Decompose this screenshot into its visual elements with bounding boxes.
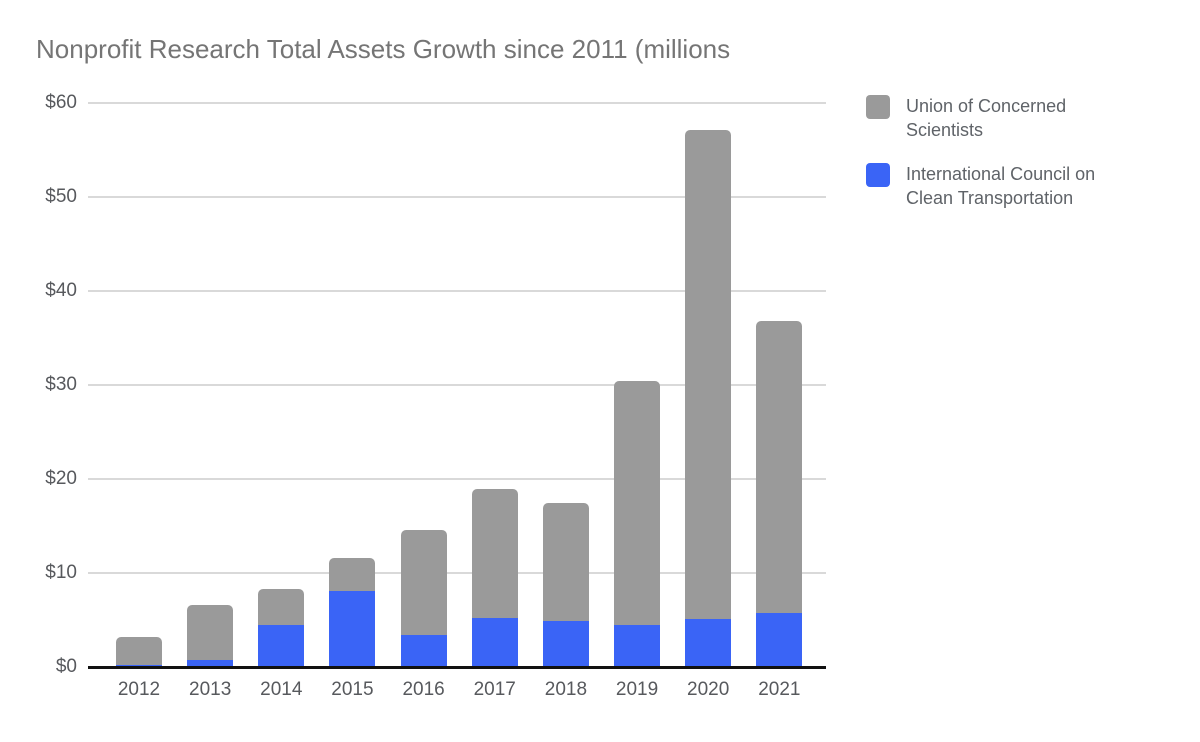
gridline-40 — [88, 290, 826, 292]
bar-segment-icct-2018 — [542, 620, 589, 667]
x-axis-tick-label: 2017 — [473, 679, 516, 700]
bar-2017 — [471, 489, 518, 667]
bar-segment-ucs-2012 — [116, 636, 162, 666]
bar-segment-ucs-2013 — [187, 604, 234, 661]
bar-segment-ucs-2019 — [614, 381, 661, 625]
bar-segment-ucs-2015 — [329, 557, 376, 591]
bar-2018 — [542, 503, 589, 667]
x-axis-tick-label: 2016 — [402, 679, 445, 700]
x-axis-tick-label: 2012 — [117, 679, 161, 700]
gridline-10 — [88, 572, 826, 574]
y-axis-tick-label: $40 — [45, 280, 77, 301]
legend-swatch-gray — [866, 95, 890, 119]
gridline-30 — [88, 384, 826, 386]
x-axis-tick-label: 2014 — [260, 679, 303, 700]
bar-segment-icct-2020 — [685, 619, 732, 667]
gridline-20 — [88, 478, 826, 480]
legend-label-ucs: Union of Concerned Scientists — [906, 96, 1067, 140]
bar-2013 — [187, 604, 234, 667]
legend-item-icct: International Council on Clean Transport… — [866, 162, 1166, 210]
bar-2020 — [685, 130, 732, 667]
x-axis-tick-label: 2018 — [544, 679, 588, 700]
bar-segment-icct-2014 — [258, 624, 305, 667]
bar-segment-ucs-2021 — [756, 321, 803, 614]
bar-segment-ucs-2016 — [400, 529, 447, 636]
legend-item-ucs: Union of Concerned Scientists — [866, 94, 1166, 142]
bar-segment-ucs-2017 — [471, 489, 518, 619]
gridline-50 — [88, 196, 826, 198]
bar-segment-icct-2016 — [400, 635, 447, 667]
bar-2021 — [756, 321, 803, 667]
bar-segment-ucs-2014 — [258, 588, 305, 625]
bar-2016 — [400, 529, 447, 667]
bar-2014 — [258, 588, 305, 667]
gridline-60 — [88, 102, 826, 104]
x-axis-tick-label: 2021 — [758, 679, 801, 700]
x-axis-tick-label: 2019 — [615, 679, 659, 700]
y-axis-tick-label: $20 — [45, 468, 77, 489]
y-axis-tick-label: $50 — [45, 186, 77, 207]
bar-segment-icct-2019 — [614, 624, 661, 667]
x-axis-tick-label: 2015 — [331, 679, 374, 700]
x-axis-tick-label: 2020 — [687, 679, 730, 700]
bar-2019 — [614, 381, 661, 667]
bar-2012 — [116, 636, 162, 667]
x-axis-tick-label: 2013 — [189, 679, 232, 700]
y-axis-tick-label: $30 — [45, 374, 77, 395]
bar-segment-ucs-2020 — [685, 130, 732, 620]
bar-segment-ucs-2018 — [542, 503, 589, 621]
legend: Union of Concerned Scientists Internatio… — [866, 94, 1166, 230]
y-axis-tick-label: $0 — [55, 656, 77, 677]
legend-swatch-blue — [866, 163, 890, 187]
bar-segment-icct-2013 — [187, 660, 234, 667]
y-axis-tick-label: $10 — [45, 562, 77, 583]
bar-2015 — [329, 557, 376, 667]
x-axis-line — [88, 666, 826, 669]
bar-segment-icct-2015 — [329, 590, 376, 667]
y-axis-tick-label: $60 — [45, 92, 77, 113]
chart-title: Nonprofit Research Total Assets Growth s… — [36, 34, 731, 64]
bar-segment-icct-2021 — [756, 613, 803, 667]
legend-label-icct: International Council on Clean Transport… — [906, 164, 1096, 208]
bar-segment-icct-2017 — [471, 618, 518, 667]
